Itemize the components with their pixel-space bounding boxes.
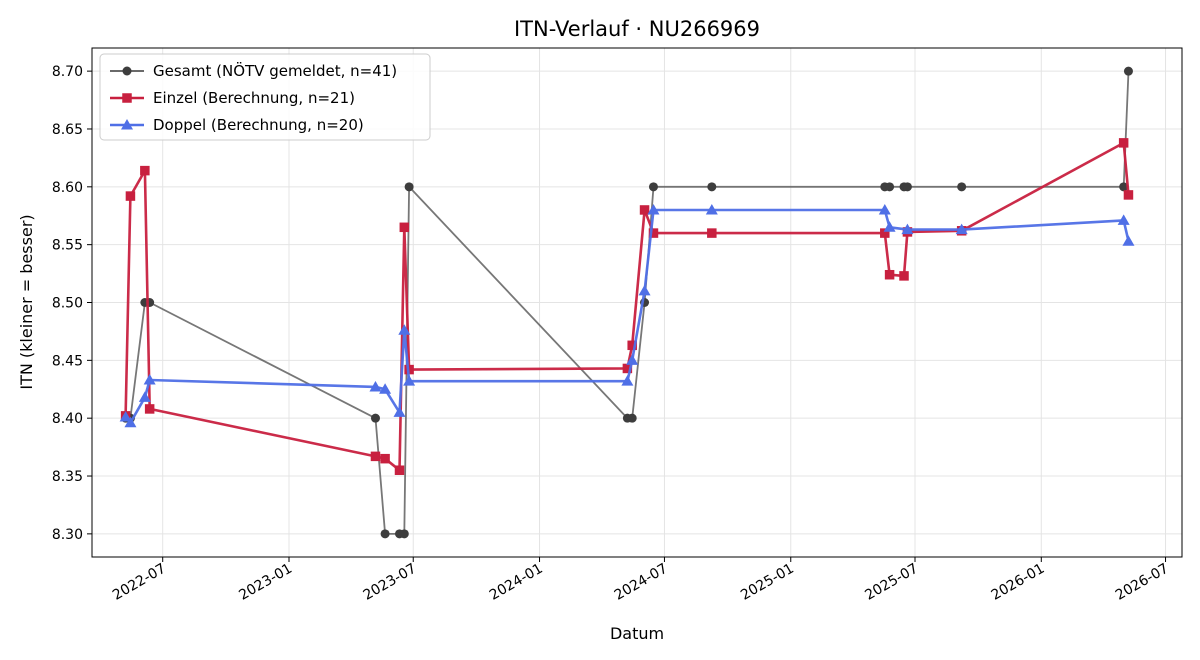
y-tick-label: 8.55 [52,238,83,254]
data-point [901,223,914,235]
y-tick-label: 8.30 [52,527,83,543]
data-point [119,411,132,422]
data-point [140,165,150,176]
data-point [404,182,414,192]
y-tick-label: 8.70 [52,64,83,80]
data-point [880,228,890,238]
data-point [398,324,411,335]
y-axis-title: ITN (kleiner = besser) [17,214,36,389]
x-tick-label: 2022-07 [110,561,169,604]
series-line [124,208,1130,425]
series-2 [120,138,1134,475]
x-tick-label: 2023-01 [236,561,295,604]
series-layer [119,66,1135,539]
legend-marker [121,119,133,130]
data-point [638,284,651,296]
data-point [627,340,637,351]
data-point [884,269,895,280]
axes: 8.30 8.35 8.40 8.45 8.50 8.55 8.60 8.65 8.70 2022… [52,64,1172,604]
data-point [124,416,137,428]
data-point [626,354,639,365]
legend-label: Doppel (Berechnung, n=20) [153,116,364,134]
data-point [627,413,637,423]
data-point [143,374,156,385]
data-point [648,228,659,238]
data-point [399,222,410,233]
x-tick-label: 2025-07 [862,561,921,604]
x-tick-label: 2024-01 [487,561,546,604]
data-point [639,205,650,215]
series-3 [119,203,1135,428]
data-point [878,203,891,215]
data-point [1118,138,1129,148]
data-point [622,363,633,374]
data-point [370,451,381,462]
data-point [648,182,658,192]
data-point [955,223,968,235]
data-point [957,182,967,192]
x-tick-label: 2024-07 [612,561,671,604]
data-point [899,271,909,281]
y-tick-label: 8.45 [52,353,83,369]
data-point [1119,182,1129,192]
legend-box [99,53,431,141]
y-tick-label: 8.65 [52,122,83,138]
data-point [902,182,912,192]
x-tick-label: 2025-01 [738,561,797,604]
y-tick-label: 8.40 [52,411,83,427]
data-point [380,453,390,464]
data-point [125,191,136,201]
data-point [885,182,895,192]
data-point [1117,214,1130,225]
data-point [380,529,390,539]
data-point [138,391,151,402]
legend-marker [122,93,132,103]
legend: Gesamt (NÖTV gemeldet, n=41) Einzel (Bere… [99,53,431,141]
data-point [647,203,660,215]
data-point [883,221,896,232]
x-tick-label: 2026-01 [989,561,1048,604]
data-point [370,413,380,423]
data-point [394,465,405,475]
data-point [144,404,155,414]
data-point [379,383,392,394]
data-point [393,406,406,417]
chart-title: ITN-Verlauf · NU266969 [514,17,760,41]
data-point [399,529,409,539]
data-point [1122,235,1135,246]
data-point [403,375,416,386]
x-axis-title: Datum [610,624,664,643]
y-tick-label: 8.50 [52,296,83,312]
data-point [707,228,717,238]
data-point [621,375,634,386]
legend-label: Einzel (Berechnung, n=21) [153,89,355,107]
data-point [369,380,382,392]
data-point [707,182,717,192]
data-point [1123,66,1133,76]
data-point [705,203,718,215]
x-tick-label: 2023-07 [361,561,420,604]
data-point [1123,190,1134,200]
legend-marker [122,66,132,76]
y-tick-label: 8.60 [52,180,83,196]
legend-label: Gesamt (NÖTV gemeldet, n=41) [153,61,397,80]
y-tick-label: 8.35 [52,469,83,485]
x-tick-label: 2026-07 [1113,561,1172,604]
